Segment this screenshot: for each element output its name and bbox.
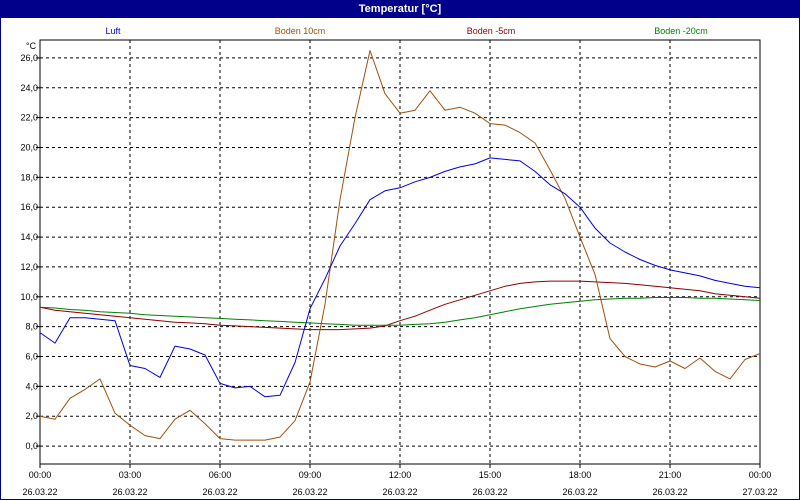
x-tick-date: 26.03.22	[202, 487, 237, 497]
series-line-3	[39, 297, 761, 326]
series-line-2	[39, 280, 761, 331]
x-tick-time: 06:00	[209, 470, 232, 480]
x-tick-date: 26.03.22	[112, 487, 147, 497]
grid	[40, 40, 760, 464]
y-tick-label: 16,0	[20, 202, 38, 212]
y-tick-label: 24,0	[20, 83, 38, 93]
x-tick-date: 26.03.22	[22, 487, 57, 497]
x-tick-date: 27.03.22	[742, 487, 777, 497]
legend-item: Boden -5cm	[467, 26, 516, 36]
x-tick-date: 26.03.22	[292, 487, 327, 497]
y-tick-label: 20,0	[20, 142, 38, 152]
y-tick-label: 8,0	[25, 322, 38, 332]
x-tick-time: 00:00	[29, 470, 52, 480]
x-tick-time: 00:00	[749, 470, 772, 480]
y-tick-label: 18,0	[20, 172, 38, 182]
y-tick-label: 26,0	[20, 53, 38, 63]
y-tick-label: 22,0	[20, 113, 38, 123]
y-tick-label: 12,0	[20, 262, 38, 272]
legend-item: Luft	[105, 26, 121, 36]
y-tick-label: 4,0	[25, 381, 38, 391]
x-tick-time: 12:00	[389, 470, 412, 480]
temperature-chart: 0,0 2,0 4,0 6,0 8,0 10,0 12,0 14,0 16,0 18,0 20,0 2…	[20, 26, 778, 497]
y-tick-label: 6,0	[25, 352, 38, 362]
y-unit-label: °C	[26, 41, 37, 51]
x-tick-date: 26.03.22	[562, 487, 597, 497]
series-lines	[39, 50, 761, 441]
series-line-1	[39, 50, 761, 441]
legend: Luft Boden 10cm Boden -5cm Boden -20cm	[105, 26, 707, 36]
series-line-0	[39, 157, 761, 398]
x-tick-time: 18:00	[569, 470, 592, 480]
x-tick-time: 15:00	[479, 470, 502, 480]
x-ticks: 00:00 26.03.22 03:00 26.03.22 06:00 26.03.22 0…	[22, 464, 778, 497]
x-tick-date: 26.03.22	[652, 487, 687, 497]
y-tick-label: 14,0	[20, 232, 38, 242]
x-tick-date: 26.03.22	[472, 487, 507, 497]
x-tick-time: 21:00	[659, 470, 682, 480]
y-ticks: 0,0 2,0 4,0 6,0 8,0 10,0 12,0 14,0 16,0 18,0 20,0 2…	[20, 53, 40, 451]
legend-item: Boden -20cm	[654, 26, 708, 36]
x-tick-time: 03:00	[119, 470, 142, 480]
legend-item: Boden 10cm	[275, 26, 326, 36]
chart-title: Temperatur [°C]	[1, 1, 799, 18]
x-tick-time: 09:00	[299, 470, 322, 480]
y-tick-label: 0,0	[25, 441, 38, 451]
y-tick-label: 2,0	[25, 411, 38, 421]
x-tick-date: 26.03.22	[382, 487, 417, 497]
y-tick-label: 10,0	[20, 292, 38, 302]
